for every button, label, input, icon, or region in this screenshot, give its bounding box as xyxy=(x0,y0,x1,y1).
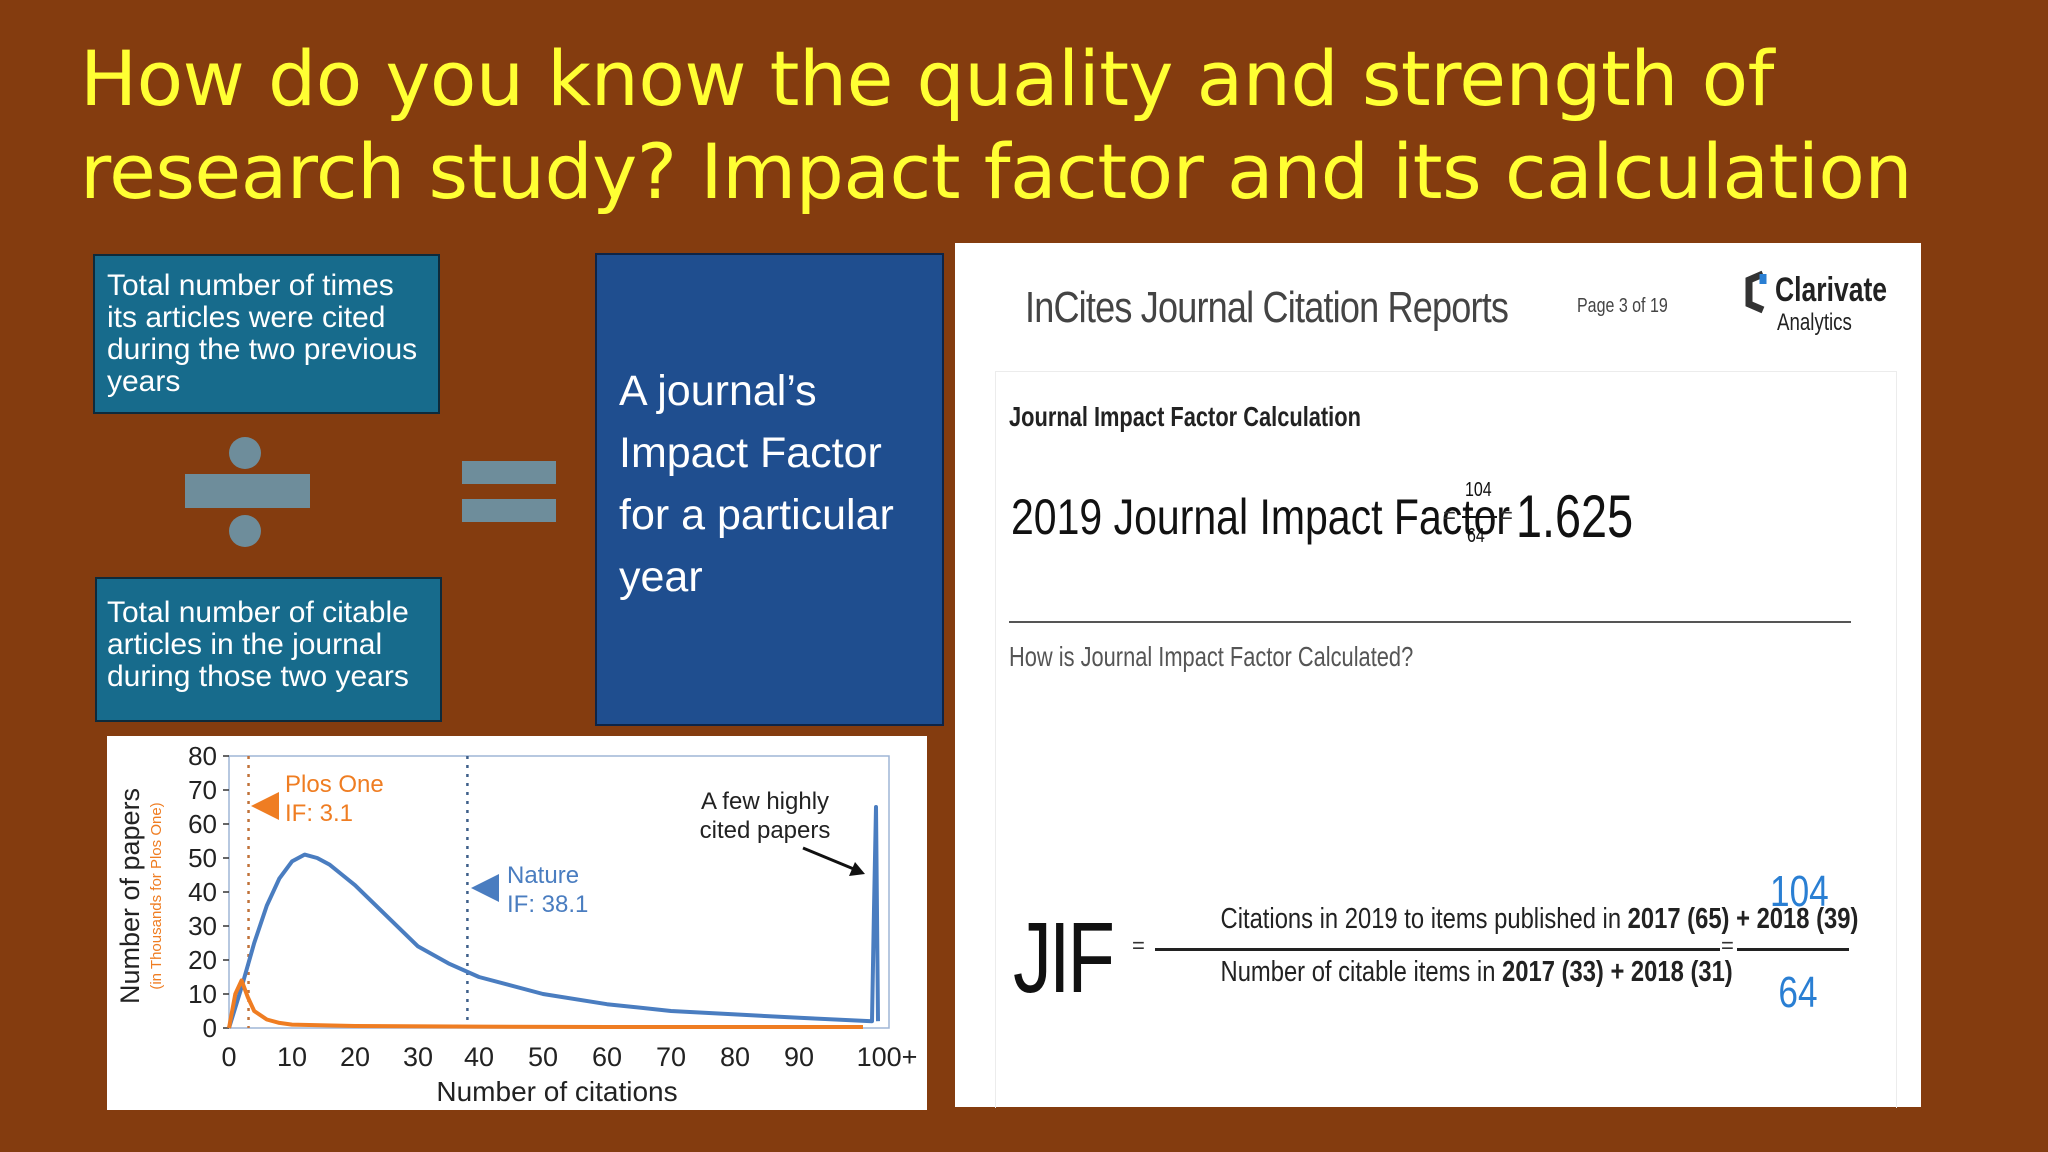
denominator-prefix: Number of citable items in xyxy=(1220,956,1496,988)
x-tick-label: 20 xyxy=(340,1042,370,1072)
jif-value-numerator: 104 xyxy=(1770,867,1829,916)
x-tick-label: 0 xyxy=(221,1042,236,1072)
plos-one-marker-label: Plos One xyxy=(285,771,384,798)
annotation-arrow-line xyxy=(802,846,862,874)
x-tick-label: 50 xyxy=(528,1042,558,1072)
denominator-box: Total number of citable articles in the … xyxy=(95,577,442,722)
x-tick-label: 10 xyxy=(277,1042,307,1072)
numerator-prefix: Citations in 2019 to items published in xyxy=(1220,903,1622,935)
y-tick-label: 0 xyxy=(203,1013,217,1043)
incites-report-panel: InCites Journal Citation Reports Page 3 … xyxy=(955,243,1921,1108)
impact-factor-definition-box: A journal’s Impact Factor for a particul… xyxy=(595,253,944,726)
nature-marker-arrow xyxy=(471,874,499,902)
jif-abbreviation: JIF xyxy=(1013,902,1115,1014)
equals-sign: = xyxy=(1721,933,1734,958)
jif-fraction-bar xyxy=(1155,948,1720,951)
x-tick-label: 90 xyxy=(784,1042,814,1072)
divide-icon xyxy=(185,437,310,547)
y-tick-label: 70 xyxy=(188,775,217,805)
annotation-text: A few highly xyxy=(701,788,829,815)
series-line-plos-one xyxy=(227,978,863,1029)
calculation-question: How is Journal Impact Factor Calculated? xyxy=(1009,641,1414,672)
nature-marker-if: IF: 38.1 xyxy=(507,891,588,918)
y-axis-sublabel: (in Thousands for Plos One) xyxy=(148,802,165,989)
x-tick-label: 80 xyxy=(720,1042,750,1072)
report-frame xyxy=(995,371,1897,1108)
jif-value-denominator: 64 xyxy=(1778,968,1818,1017)
y-tick-label: 40 xyxy=(188,877,217,907)
y-tick-label: 80 xyxy=(188,741,217,771)
y-tick-label: 10 xyxy=(188,979,217,1009)
fraction-numerator: 104 xyxy=(1465,479,1492,501)
y-axis-label: Number of papers xyxy=(115,788,145,1004)
annotation-text: cited papers xyxy=(700,817,831,844)
impact-factor-result: 1.625 xyxy=(1516,483,1634,550)
equals-sign: = xyxy=(1443,503,1456,528)
annotation-arrow-head xyxy=(849,862,865,876)
y-tick-label: 30 xyxy=(188,911,217,941)
equals-sign: = xyxy=(1132,933,1145,958)
equals-icon xyxy=(462,461,556,522)
nature-marker-label: Nature xyxy=(507,862,579,889)
x-tick-label: 70 xyxy=(656,1042,686,1072)
brand-name: Clarivate xyxy=(1775,271,1888,309)
y-tick-label: 60 xyxy=(188,809,217,839)
series-line-nature xyxy=(227,805,880,1029)
divider xyxy=(1009,621,1851,623)
denominator-years: 2017 (33) + 2018 (31) xyxy=(1502,956,1733,988)
citation-distribution-chart: 80 70 60 50 40 30 20 10 0 0 10 20 30 40 50 60 70 80 90 100+… xyxy=(107,736,927,1110)
report-header: InCites Journal Citation Reports xyxy=(1025,283,1509,332)
jif-numerator-text: Citations in 2019 to items published in … xyxy=(1220,903,1859,936)
x-tick-label: 60 xyxy=(592,1042,622,1072)
y-tick-label: 20 xyxy=(188,945,217,975)
clarivate-logo-icon xyxy=(1745,270,1767,314)
section-title: Journal Impact Factor Calculation xyxy=(1009,401,1361,432)
plos-one-marker-if: IF: 3.1 xyxy=(285,800,353,827)
numerator-years: 2017 (65) + 2018 (39) xyxy=(1627,903,1859,935)
x-axis-label: Number of citations xyxy=(436,1076,677,1107)
fraction-denominator: 64 xyxy=(1467,525,1485,547)
page-indicator: Page 3 of 19 xyxy=(1577,295,1668,317)
brand-subtitle: Analytics xyxy=(1777,309,1852,336)
x-tick-label: 100+ xyxy=(857,1042,918,1072)
fraction-bar xyxy=(1462,516,1497,518)
equals-sign: = xyxy=(1500,503,1513,528)
x-tick-label: 40 xyxy=(464,1042,494,1072)
jif-value-fraction-bar xyxy=(1737,948,1849,951)
plos-one-marker-arrow xyxy=(251,792,279,820)
x-tick-label: 30 xyxy=(403,1042,433,1072)
numerator-box: Total number of times its articles were … xyxy=(93,254,440,414)
y-tick-label: 50 xyxy=(188,843,217,873)
jif-label: 2019 Journal Impact Factor xyxy=(1011,489,1511,545)
slide-title: How do you know the quality and strength… xyxy=(80,34,1913,216)
jif-denominator-text: Number of citable items in 2017 (33) + 2… xyxy=(1220,956,1733,989)
